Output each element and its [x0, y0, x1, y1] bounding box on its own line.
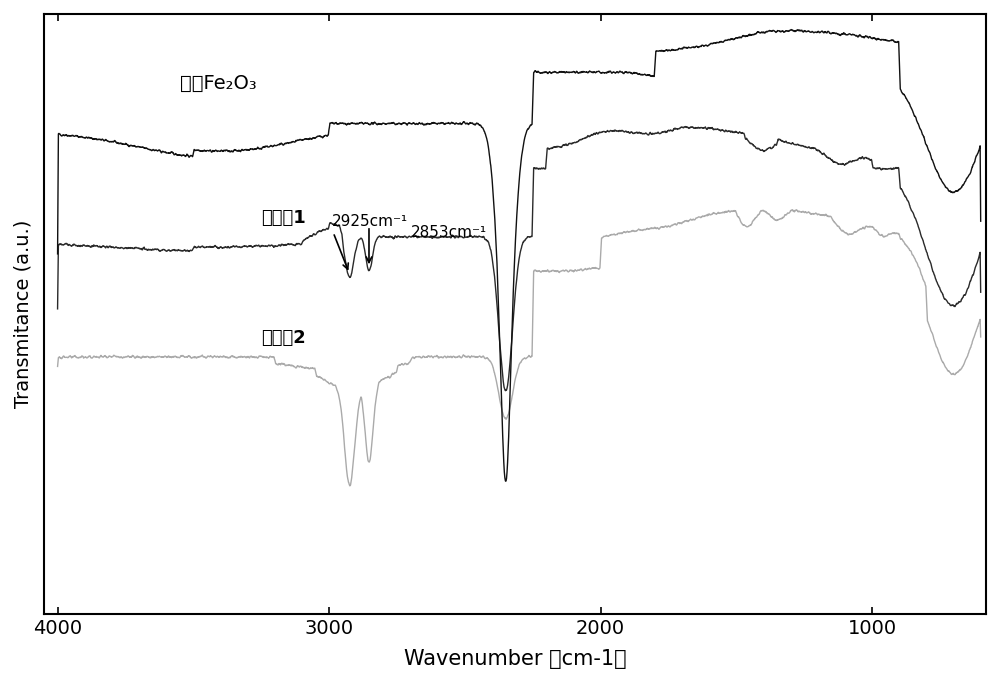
Text: 固体Fe₂O₃: 固体Fe₂O₃	[180, 74, 256, 94]
Y-axis label: Transmitance (a.u.): Transmitance (a.u.)	[14, 220, 33, 408]
Text: 实施例2: 实施例2	[261, 329, 306, 347]
Text: 2925cm⁻¹: 2925cm⁻¹	[332, 214, 408, 229]
Text: 实施例1: 实施例1	[261, 209, 306, 227]
Text: 2853cm⁻¹: 2853cm⁻¹	[411, 225, 487, 240]
X-axis label: Wavenumber （cm-1）: Wavenumber （cm-1）	[404, 649, 626, 669]
